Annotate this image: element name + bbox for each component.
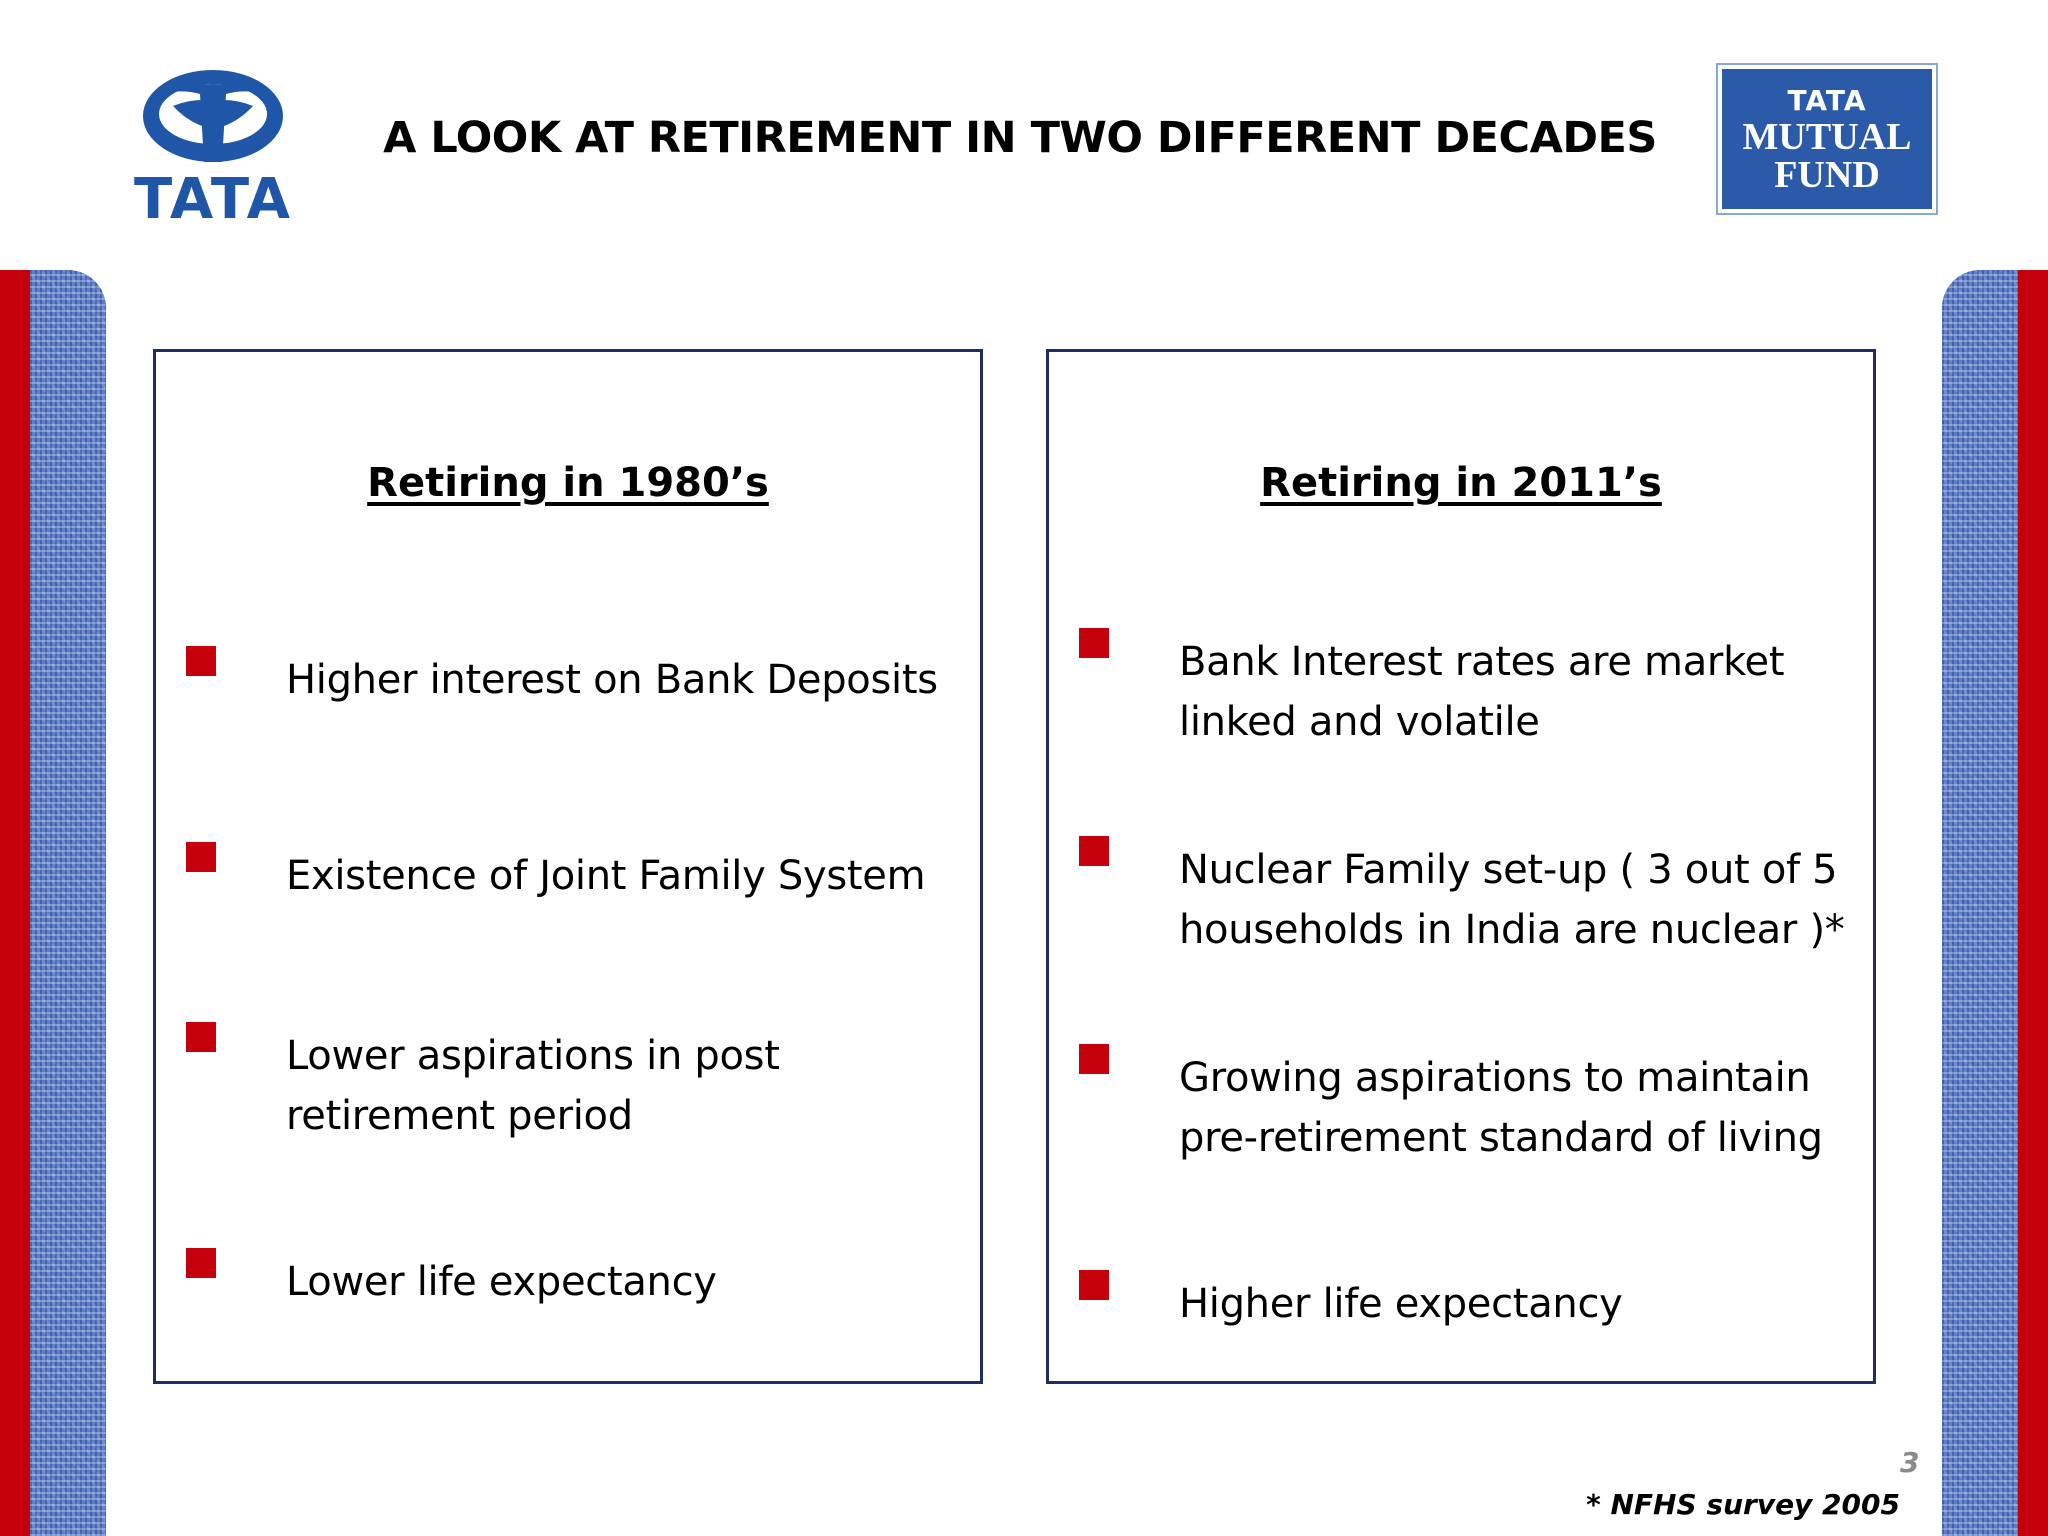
tata-logo: TATA: [118, 66, 308, 230]
left-blue-weave: [30, 270, 106, 1536]
bullet-square-icon: [1079, 628, 1109, 658]
left-red-stripe: [0, 270, 30, 1536]
panel-heading-1980s: Retiring in 1980’s: [367, 460, 769, 506]
list-item-text: Higher interest on Bank Deposits: [286, 657, 938, 703]
list-item-text: Existence of Joint Family System: [286, 853, 926, 899]
list-item-text: Higher life expectancy: [1179, 1281, 1623, 1327]
bullet-square-icon: [186, 842, 216, 872]
footnote: * NFHS survey 2005: [1586, 1488, 1900, 1521]
page-number: 3: [1900, 1446, 1920, 1479]
bullet-square-icon: [1079, 836, 1109, 866]
left-decorative-bar: [0, 270, 106, 1536]
tmf-logo-line1: TATA: [1787, 84, 1867, 117]
list-item-text: Growing aspirations to maintain pre-reti…: [1179, 1055, 1823, 1161]
tata-emblem-icon: [143, 70, 283, 162]
bullet-square-icon: [186, 1022, 216, 1052]
list-item-text: Bank Interest rates are market linked an…: [1179, 639, 1785, 745]
tmf-logo-line2: MUTUAL: [1742, 116, 1912, 158]
panel-1980s: Retiring in 1980’s Higher interest on Ba…: [153, 349, 983, 1384]
bullet-square-icon: [1079, 1270, 1109, 1300]
list-item-text: Lower aspirations in post retirement per…: [286, 1033, 780, 1139]
right-blue-weave: [1942, 270, 2018, 1536]
right-decorative-bar: [1942, 270, 2048, 1536]
panel-heading-2011s: Retiring in 2011’s: [1260, 460, 1662, 506]
right-red-stripe: [2018, 270, 2048, 1536]
bullet-square-icon: [1079, 1044, 1109, 1074]
bullet-square-icon: [186, 646, 216, 676]
bullet-square-icon: [186, 1248, 216, 1278]
tmf-logo-line3: FUND: [1774, 154, 1880, 196]
list-item-text: Nuclear Family set-up ( 3 out of 5 house…: [1179, 847, 1845, 953]
tata-wordmark: TATA: [133, 167, 293, 232]
list-item-text: Lower life expectancy: [286, 1259, 717, 1305]
panel-2011s: Retiring in 2011’s Bank Interest rates a…: [1046, 349, 1876, 1384]
slide-title: A LOOK AT RETIREMENT IN TWO DIFFERENT DE…: [383, 113, 1657, 163]
tata-mutual-fund-logo: TATA MUTUAL FUND: [1716, 63, 1938, 215]
